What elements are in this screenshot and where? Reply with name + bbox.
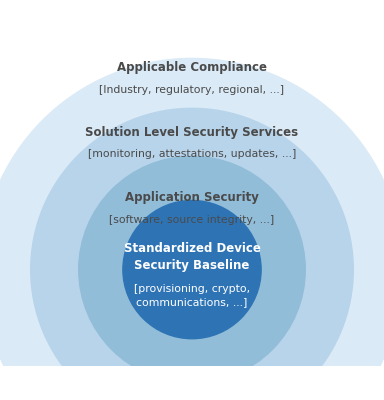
Circle shape	[0, 58, 384, 400]
Text: [monitoring, attestations, updates, ...]: [monitoring, attestations, updates, ...]	[88, 150, 296, 160]
Text: Standardized Device
Security Baseline: Standardized Device Security Baseline	[124, 242, 260, 272]
Text: Application Security: Application Security	[125, 191, 259, 204]
Text: [Industry, regulatory, regional, ...]: [Industry, regulatory, regional, ...]	[99, 85, 285, 95]
Text: [provisioning, crypto,
communications, ...]: [provisioning, crypto, communications, .…	[134, 284, 250, 307]
Circle shape	[123, 200, 261, 339]
Text: [software, source integrity, ...]: [software, source integrity, ...]	[109, 215, 275, 225]
Text: Applicable Compliance: Applicable Compliance	[117, 62, 267, 74]
Circle shape	[31, 108, 353, 400]
Text: Solution Level Security Services: Solution Level Security Services	[85, 126, 299, 139]
Circle shape	[79, 156, 305, 383]
